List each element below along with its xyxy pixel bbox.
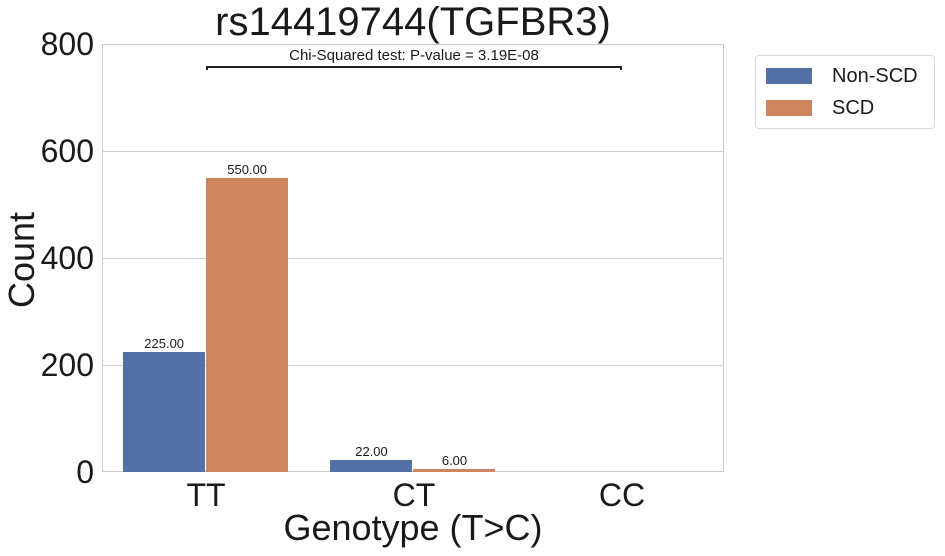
- ytick-800: 800: [40, 26, 94, 62]
- legend-label-scd: SCD: [832, 96, 875, 119]
- legend-item-non-scd: Non-SCD: [766, 64, 918, 88]
- bar-tt-scd: [205, 177, 288, 472]
- xtick-ct: CT: [392, 477, 436, 513]
- value-label-ct-scd: 6.00: [441, 452, 468, 468]
- y-axis-label: Count: [1, 211, 42, 309]
- value-label-tt-non-scd: 225.00: [144, 335, 185, 351]
- legend: Non-SCD SCD: [755, 55, 935, 129]
- xtick-tt: TT: [186, 477, 226, 513]
- legend-item-scd: SCD: [766, 96, 874, 120]
- bar-tt-non-scd: [122, 351, 205, 472]
- legend-swatch-scd: [766, 100, 812, 116]
- significance-annotation: Chi-Squared test: P-value = 3.19E-08: [289, 47, 539, 64]
- bar-ct-non-scd: [330, 460, 412, 472]
- ytick-400: 400: [40, 240, 94, 276]
- ytick-200: 200: [40, 347, 94, 383]
- ytick-0: 0: [76, 454, 94, 490]
- significance-bracket: [206, 66, 622, 70]
- gridline-200: [102, 365, 724, 366]
- ytick-600: 600: [40, 133, 94, 169]
- gridline-400: [102, 258, 724, 259]
- xtick-cc: CC: [598, 477, 646, 513]
- x-axis-label: Genotype (T>C): [283, 507, 543, 548]
- gridline-600: [102, 151, 724, 152]
- value-label-ct-non-scd: 22.00: [355, 444, 388, 460]
- chart-title: rs14419744(TGFBR3): [215, 0, 611, 44]
- legend-swatch-non-scd: [766, 68, 812, 84]
- bar-ct-scd: [413, 468, 495, 472]
- value-label-tt-scd: 550.00: [227, 161, 268, 177]
- legend-label-non-scd: Non-SCD: [832, 64, 918, 87]
